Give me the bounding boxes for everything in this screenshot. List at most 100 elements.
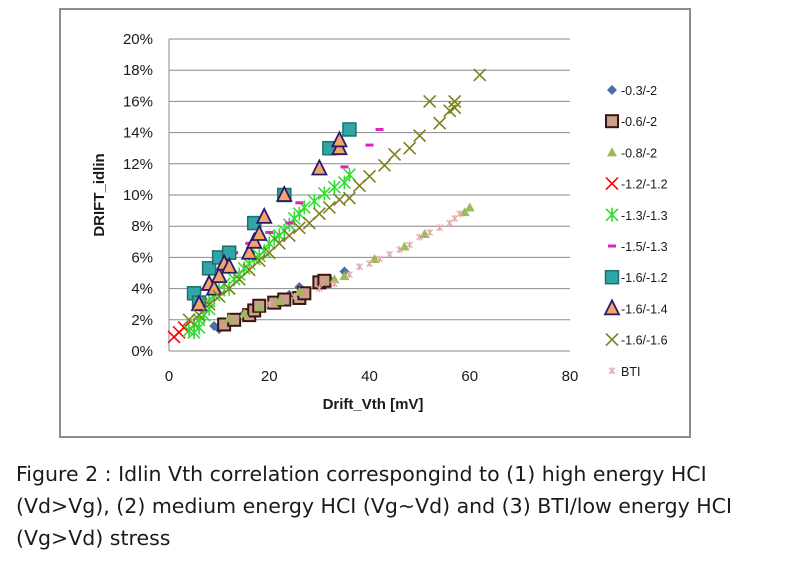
legend-label-5: -1.3/-1.3 (621, 209, 668, 223)
data-point-7 (342, 122, 357, 137)
legend-marker-5 (605, 207, 619, 222)
caption-line-3: (Vg>Vd) stress (16, 526, 171, 550)
data-point-3 (459, 207, 470, 217)
caption-line-1: Figure 2 : Idlin Vth correlation corresp… (16, 462, 707, 486)
data-point-9 (292, 221, 306, 235)
data-point-8 (220, 256, 238, 274)
legend-marker-3 (607, 147, 617, 157)
legend-label-10: BTI (621, 365, 640, 379)
data-point-3 (274, 296, 285, 306)
data-point-10 (330, 280, 338, 288)
legend-marker-4 (605, 177, 619, 191)
legend-marker-8 (603, 298, 621, 316)
data-point-9 (403, 141, 417, 155)
data-point-9 (423, 94, 437, 108)
x-axis-label: Drift_Vth [mV] (323, 396, 424, 413)
legend-marker-7 (604, 269, 620, 285)
data-point-8 (275, 184, 293, 202)
data-point-9 (387, 147, 402, 162)
data-point-10 (456, 210, 464, 218)
y-tick-label: 12% (123, 156, 153, 173)
data-point-5 (342, 167, 357, 182)
legend-label-6: -1.5/-1.3 (621, 240, 668, 254)
data-point-9 (413, 129, 427, 143)
x-tick-label: 60 (461, 368, 478, 385)
data-point-10 (386, 250, 394, 258)
y-tick-label: 14% (123, 125, 153, 142)
y-tick-label: 20% (123, 31, 153, 48)
data-point-8 (255, 206, 273, 224)
data-point-3 (224, 313, 235, 323)
data-point-10 (290, 292, 298, 300)
data-point-9 (252, 253, 266, 268)
data-point-5 (337, 175, 352, 190)
data-point-10 (426, 228, 434, 236)
data-point-8 (330, 130, 348, 148)
data-point-9 (192, 308, 206, 322)
data-point-6 (375, 127, 384, 131)
y-tick-label: 6% (131, 249, 153, 266)
data-point-5 (182, 323, 196, 338)
data-point-8 (240, 242, 258, 260)
y-tick-label: 2% (131, 312, 153, 329)
legend-label-9: -1.6/-1.6 (621, 334, 668, 348)
data-point-9 (272, 236, 286, 250)
data-point-10 (376, 255, 383, 263)
x-tick-label: 40 (361, 368, 378, 385)
data-point-6 (265, 230, 274, 234)
data-point-9 (282, 228, 296, 243)
data-point-9 (212, 289, 226, 303)
data-point-5 (317, 186, 331, 201)
data-point-5 (307, 194, 321, 209)
x-tick-label: 80 (562, 368, 579, 385)
data-point-8 (310, 158, 328, 176)
data-point-6 (340, 165, 349, 169)
data-point-9 (448, 101, 462, 115)
data-point-9 (448, 94, 462, 108)
data-point-8 (250, 223, 268, 241)
chart-svg: 0% 2% 4% 6% 8% 10% 12% 14% 16% 18% 20% 0 20 40 60 80 Dri… (91, 31, 668, 413)
data-point-3 (464, 202, 475, 212)
data-point-10 (356, 263, 363, 271)
data-point-10 (406, 241, 414, 249)
legend-label-8: -1.6/-1.4 (621, 302, 668, 316)
data-point-10 (396, 246, 404, 254)
y-tick-label: 16% (123, 93, 153, 110)
data-point-9 (312, 207, 326, 221)
data-point-5 (282, 217, 296, 232)
y-tick-label: 10% (123, 187, 153, 204)
legend-label-1: -0.3/-2 (621, 84, 657, 98)
data-point-5 (327, 180, 341, 195)
x-tick-label: 20 (261, 368, 278, 385)
data-point-9 (202, 297, 216, 311)
data-point-10 (345, 271, 353, 279)
legend-marker-2 (605, 114, 619, 129)
data-point-10 (416, 233, 424, 241)
legend-marker-10 (608, 367, 616, 375)
data-point-10 (436, 224, 444, 232)
data-point-9 (362, 169, 377, 183)
y-tick-label: 4% (131, 281, 153, 298)
data-point-10 (265, 300, 273, 308)
chart-frame: 0% 2% 4% 6% 8% 10% 12% 14% 16% 18% 20% 0 20 40 60 80 Dri… (59, 8, 691, 438)
data-point-6 (295, 201, 304, 205)
data-point-3 (254, 302, 265, 312)
y-tick-label: 18% (123, 62, 153, 79)
legend-label-4: -1.2/-1.2 (621, 178, 668, 192)
legend-label-3: -0.8/-2 (621, 146, 657, 160)
y-tick-label: 8% (131, 218, 153, 235)
data-point-8 (210, 266, 228, 284)
legend-label-2: -0.6/-2 (621, 115, 657, 129)
data-point-9 (377, 158, 392, 172)
y-tick-label: 0% (131, 343, 153, 360)
data-point-10 (366, 260, 373, 268)
legend-label-7: -1.6/-1.2 (621, 271, 668, 285)
data-point-8 (190, 294, 208, 312)
legend-marker-1 (607, 85, 617, 95)
data-point-9 (182, 313, 196, 327)
legend-marker-6 (608, 244, 616, 248)
data-point-6 (365, 143, 374, 147)
legend-marker-9 (605, 333, 619, 347)
data-point-6 (285, 221, 294, 225)
data-point-3 (239, 308, 250, 318)
